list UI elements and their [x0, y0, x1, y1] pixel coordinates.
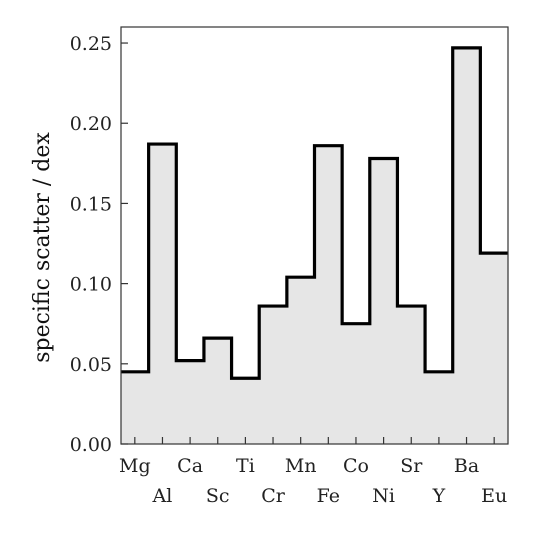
plot-frame	[120, 26, 509, 445]
x-tick-label-Sr: Sr	[400, 455, 423, 477]
bar-Al	[148, 144, 177, 444]
x-tick-label-Ni: Ni	[372, 485, 395, 507]
bar-Mg	[121, 371, 150, 444]
bar-Y	[425, 371, 454, 444]
x-tick-label-Ba: Ba	[454, 455, 479, 477]
bar-Sr	[397, 306, 426, 444]
bar-Ba	[452, 47, 481, 444]
bar-Fe	[314, 145, 343, 444]
y-tick-label: 0.05	[70, 354, 112, 376]
y-tick-label: 0.25	[70, 33, 112, 55]
y-tick-label: 0.10	[70, 274, 112, 296]
x-tick-label-Mn: Mn	[285, 455, 317, 477]
bar-Ni	[369, 158, 399, 444]
step-outline	[121, 46, 508, 380]
y-tick-label: 0.00	[70, 434, 112, 456]
bar-Mn	[286, 277, 316, 444]
bar-Ca	[176, 360, 205, 444]
y-axis: 0.00 0.05 0.10 0.15 0.20 0.25	[70, 33, 128, 456]
x-tick-label-Ca: Ca	[177, 455, 203, 477]
histogram-line-layer	[121, 46, 508, 380]
x-tick-label-Ti: Ti	[236, 455, 255, 477]
y-tick-label: 0.15	[70, 193, 112, 215]
x-tick-label-Co: Co	[343, 455, 369, 477]
bar-Sc	[203, 338, 233, 444]
bar-Eu	[480, 253, 509, 444]
x-tick-label-Y: Y	[432, 485, 446, 507]
y-tick-label: 0.20	[70, 113, 112, 135]
bar-Ti	[231, 378, 260, 444]
x-tick-label-Al: Al	[152, 485, 173, 507]
bar-Co	[342, 323, 371, 444]
x-tick-label-Fe: Fe	[317, 485, 340, 507]
x-tick-label-Sc: Sc	[206, 485, 230, 507]
bar-Cr	[259, 306, 288, 444]
x-tick-label-Eu: Eu	[481, 485, 507, 507]
x-tick-label-Cr: Cr	[261, 485, 286, 507]
y-axis-label: specific scatter / dex	[30, 132, 55, 363]
x-tick-label-Mg: Mg	[119, 455, 151, 477]
histogram-fill-layer	[121, 47, 509, 444]
